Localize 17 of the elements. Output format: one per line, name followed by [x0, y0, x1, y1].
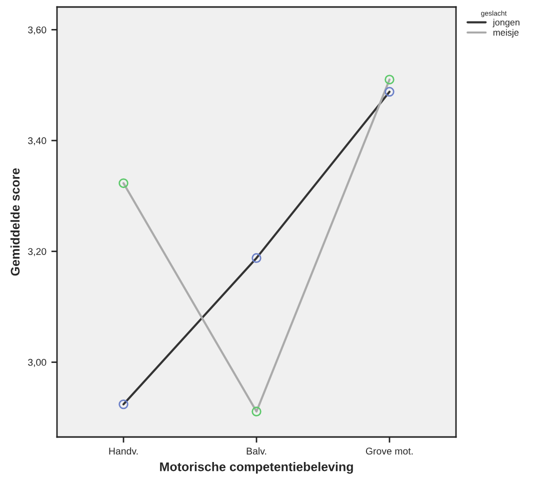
y-tick-label: 3,20	[28, 248, 46, 256]
point	[384, 86, 394, 97]
legend-label: jongen	[492, 18, 520, 28]
point	[252, 253, 262, 263]
x-tick-label: Balv.	[246, 447, 266, 455]
legend-label: meisje	[493, 29, 519, 38]
x-tick-label: Handv.	[109, 447, 138, 455]
y-tick-label: 3,60	[28, 26, 46, 34]
point	[118, 178, 128, 188]
point	[384, 74, 394, 84]
x-tick-label: Grove mot.	[366, 448, 413, 455]
y-tick-label: 3,00	[28, 358, 46, 367]
y-tick-label: 3,40	[28, 137, 46, 146]
point	[252, 406, 262, 416]
x-axis-title: Motorische competentiebeleving	[160, 462, 353, 474]
y-axis-title: Gemiddelde score	[10, 168, 20, 276]
point	[118, 399, 128, 410]
